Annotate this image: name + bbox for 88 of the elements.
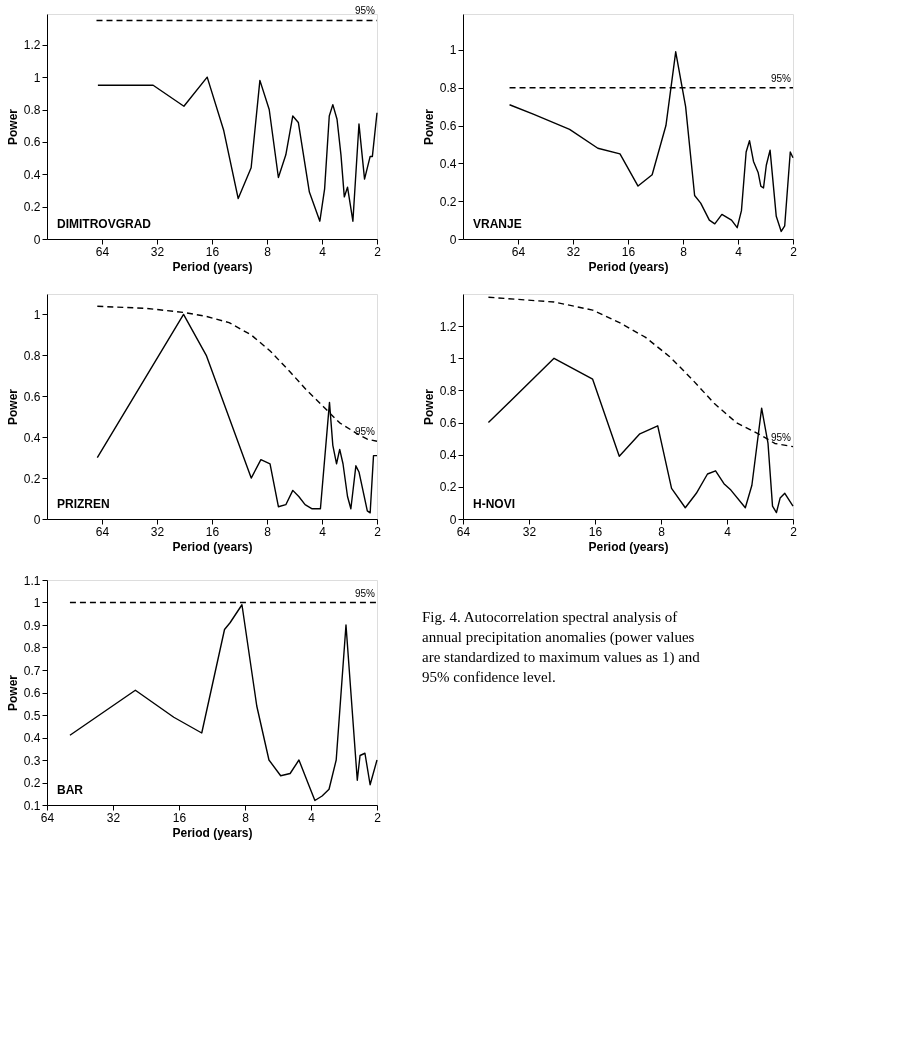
x-tick-label: 32 — [106, 810, 121, 825]
y-tick-label: 0.8 — [23, 641, 41, 655]
x-tick-label: 8 — [264, 524, 272, 539]
y-tick-label: 1 — [449, 351, 457, 366]
series-label: 95% — [354, 587, 376, 599]
y-tick-label: 1 — [33, 307, 41, 322]
x-tick-label: 4 — [735, 244, 743, 259]
series-label: 95% — [354, 5, 376, 17]
series-label: 95% — [770, 72, 792, 84]
y-tick-label: 0.6 — [439, 119, 457, 134]
y-tick-label: 0.4 — [439, 448, 457, 463]
y-tick-label: 0.8 — [439, 383, 457, 398]
y-tick-label: 0.6 — [439, 416, 457, 431]
x-tick-label: 16 — [588, 524, 603, 539]
x-tick-label: 4 — [319, 524, 327, 539]
x-tick-label: 2 — [790, 244, 798, 259]
x-tick-label: 4 — [308, 810, 316, 825]
y-tick-label: 0.8 — [439, 81, 457, 96]
y-tick-label: 0.4 — [23, 430, 41, 445]
y-tick-label: 0.2 — [23, 200, 41, 215]
x-tick-label: 8 — [680, 244, 688, 259]
x-axis-title: Period (years) — [588, 259, 669, 274]
x-tick-label: 64 — [40, 810, 55, 825]
y-tick-label: 1 — [33, 596, 41, 610]
y-axis-title: Power — [421, 108, 436, 146]
series-label: 95% — [354, 426, 376, 438]
y-tick-label: 0.4 — [23, 167, 41, 182]
y-tick-label: 0.7 — [23, 663, 41, 678]
y-tick-label: 0.4 — [23, 731, 41, 745]
x-axis-title: Period (years) — [588, 539, 669, 554]
x-axis-title: Period (years) — [172, 825, 253, 840]
annotation: DIMITROVGRAD — [57, 217, 152, 231]
x-tick-label: 2 — [374, 810, 382, 825]
y-tick-label: 0 — [449, 232, 457, 247]
y-tick-label: 1 — [449, 43, 457, 58]
x-tick-label: 64 — [95, 524, 110, 539]
y-tick-label: 1.2 — [23, 38, 41, 53]
y-tick-label: 1 — [33, 70, 41, 85]
y-tick-label: 0.6 — [23, 135, 41, 150]
x-tick-label: 16 — [621, 244, 636, 259]
x-tick-label: 2 — [790, 524, 798, 539]
x-tick-label: 64 — [456, 524, 471, 539]
annotation: PRIZREN — [57, 497, 110, 511]
annotation: BAR — [57, 783, 84, 797]
y-tick-label: 0 — [33, 232, 41, 247]
y-tick-label: 0.8 — [23, 348, 41, 363]
x-tick-label: 4 — [319, 244, 327, 259]
x-tick-label: 8 — [264, 244, 272, 259]
x-axis-title: Period (years) — [172, 539, 253, 554]
x-tick-label: 32 — [150, 244, 165, 259]
x-tick-label: 8 — [658, 524, 666, 539]
x-tick-label: 16 — [172, 810, 187, 825]
x-tick-label: 4 — [724, 524, 732, 539]
series-label: 95% — [770, 431, 792, 443]
x-tick-label: 2 — [374, 524, 382, 539]
y-tick-label: 0.3 — [23, 753, 41, 768]
y-axis-title: Power — [5, 108, 20, 146]
y-axis-title: Power — [5, 388, 20, 426]
y-axis-title: Power — [421, 388, 436, 426]
y-tick-label: 0 — [33, 512, 41, 527]
y-tick-label: 0.6 — [23, 389, 41, 404]
x-tick-label: 16 — [205, 244, 220, 259]
y-tick-label: 0.2 — [23, 471, 41, 486]
x-tick-label: 32 — [522, 524, 537, 539]
annotation: H-NOVI — [473, 497, 515, 511]
y-axis-title: Power — [5, 674, 20, 712]
y-tick-label: 0.5 — [23, 708, 41, 723]
y-tick-label: 0.1 — [23, 798, 41, 813]
x-tick-label: 64 — [95, 244, 110, 259]
y-tick-label: 0.9 — [23, 618, 41, 633]
caption: Fig. 4. Autocorrelation spectral analysis of annual precipitation anomalies (power values are standardized to maximum values as 1) and 95% confidence level. — [422, 609, 701, 685]
y-tick-label: 1.2 — [439, 319, 457, 334]
x-tick-label: 32 — [150, 524, 165, 539]
y-tick-label: 0.8 — [23, 103, 41, 117]
x-tick-label: 8 — [242, 810, 250, 825]
x-tick-label: 16 — [205, 524, 220, 539]
y-tick-label: 0.2 — [439, 480, 457, 495]
x-tick-label: 32 — [566, 244, 581, 259]
y-tick-label: 0.2 — [23, 776, 41, 790]
y-tick-label: 0 — [449, 512, 457, 527]
annotation: VRANJE — [473, 217, 522, 231]
y-tick-label: 0.4 — [439, 156, 457, 171]
y-tick-label: 1.1 — [23, 573, 41, 588]
x-axis-title: Period (years) — [172, 259, 253, 274]
x-tick-label: 64 — [511, 244, 526, 259]
y-tick-label: 0.6 — [23, 686, 41, 700]
y-tick-label: 0.2 — [439, 194, 457, 209]
x-tick-label: 2 — [374, 244, 382, 259]
